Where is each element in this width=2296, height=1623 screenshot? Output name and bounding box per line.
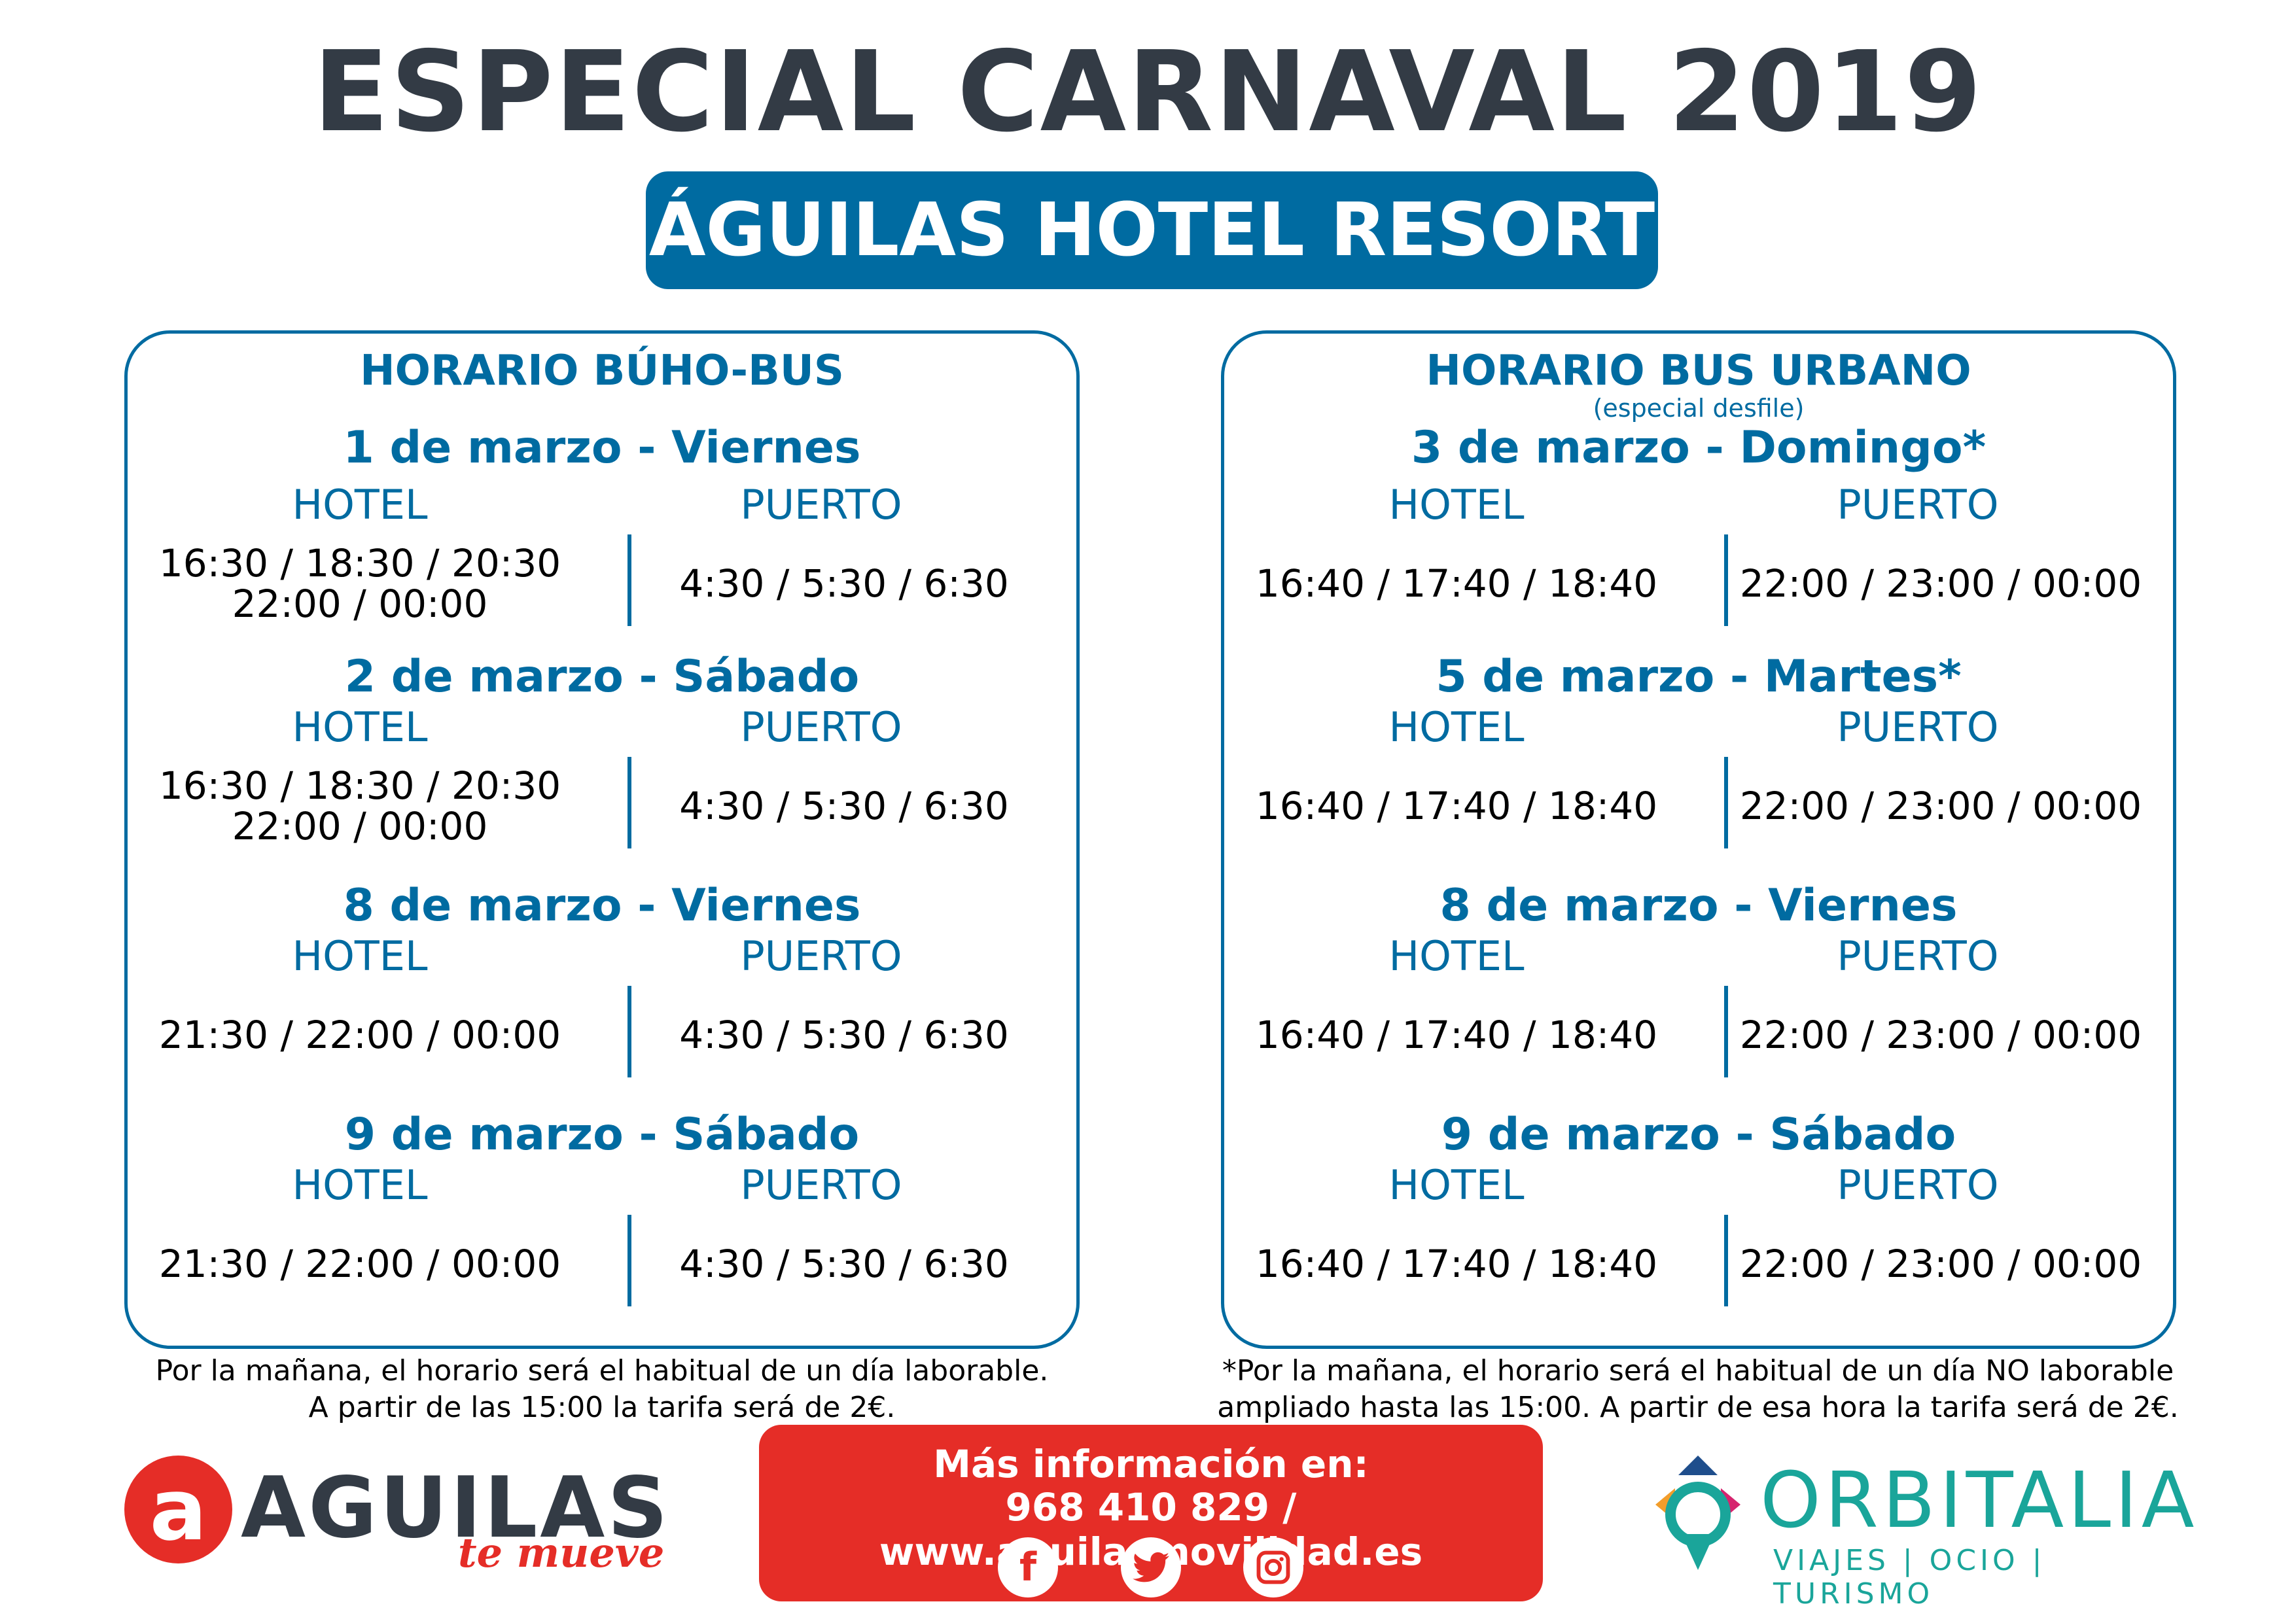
puerto-times: 4:30 / 5:30 / 6:30: [679, 1242, 1009, 1286]
column-divider: [627, 1215, 631, 1306]
orbitalia-tagline: VIAJES | OCIO | TURISMO: [1773, 1544, 2046, 1611]
day-title: 5 de marzo - Martes*: [1436, 651, 1962, 703]
hotel-label: HOTEL: [292, 932, 428, 980]
puerto-label: PUERTO: [740, 703, 902, 751]
hotel-times: 16:30 / 18:30 / 20:30 22:00 / 00:00: [158, 763, 561, 848]
day-title: 2 de marzo - Sábado: [344, 651, 860, 703]
hotel-times: 16:30 / 18:30 / 20:30 22:00 / 00:00: [158, 541, 561, 626]
day-title: 3 de marzo - Domingo*: [1411, 422, 1987, 474]
right-footnote: *Por la mañana, el horario será el habit…: [1178, 1353, 2218, 1426]
aguilas-tagline: te mueve: [458, 1529, 665, 1577]
hotel-times: 16:40 / 17:40 / 18:40: [1255, 784, 1658, 828]
puerto-times: 4:30 / 5:30 / 6:30: [679, 1013, 1009, 1057]
day-title: 1 de marzo - Viernes: [343, 422, 861, 474]
column-divider: [1724, 986, 1728, 1077]
puerto-label: PUERTO: [740, 932, 902, 980]
bus-urbano-panel: HORARIO BUS URBANO (especial desfile) 3 …: [1221, 330, 2176, 1349]
footnote-line: A partir de las 15:00 la tarifa será de …: [308, 1391, 896, 1424]
puerto-label: PUERTO: [1837, 932, 1999, 980]
footnote-line: *Por la mañana, el horario será el habit…: [1222, 1354, 2174, 1387]
puerto-label: PUERTO: [1837, 703, 1999, 751]
aguilas-logo: a AGUILAS te mueve: [124, 1456, 668, 1586]
puerto-times: 22:00 / 23:00 / 00:00: [1739, 1013, 2142, 1057]
hotel-label: HOTEL: [1388, 932, 1525, 980]
left-footnote: Por la mañana, el horario será el habitu…: [111, 1353, 1093, 1426]
day-title: 8 de marzo - Viernes: [343, 880, 861, 932]
day-title: 8 de marzo - Viernes: [1439, 880, 1958, 932]
subtitle-banner: ÁGUILAS HOTEL RESORT: [646, 171, 1658, 289]
footnote-line: Por la mañana, el horario será el habitu…: [155, 1354, 1049, 1387]
schedule-day: 8 de marzo - Viernes HOTEL PUERTO 21:30 …: [128, 873, 1076, 1089]
info-heading: Más información en:: [933, 1442, 1369, 1486]
day-title: 9 de marzo - Sábado: [344, 1109, 860, 1161]
panel-note: (especial desfile): [1593, 394, 1805, 423]
puerto-label: PUERTO: [740, 481, 902, 529]
subtitle-text: ÁGUILAS HOTEL RESORT: [648, 188, 1655, 273]
schedule-day: 8 de marzo - Viernes HOTEL PUERTO 16:40 …: [1224, 873, 2173, 1089]
puerto-label: PUERTO: [740, 1161, 902, 1209]
column-divider: [1724, 1215, 1728, 1306]
panel-title: HORARIO BÚHO-BUS: [360, 347, 844, 395]
instagram-icon[interactable]: [1243, 1537, 1303, 1597]
column-divider: [1724, 534, 1728, 626]
column-divider: [627, 534, 631, 626]
aguilas-mark-icon: a: [124, 1456, 232, 1563]
hotel-label: HOTEL: [1388, 703, 1525, 751]
schedule-day: 3 de marzo - Domingo* HOTEL PUERTO 16:40…: [1224, 415, 2173, 638]
hotel-times: 16:40 / 17:40 / 18:40: [1255, 1013, 1658, 1057]
hotel-label: HOTEL: [1388, 481, 1525, 529]
column-divider: [1724, 757, 1728, 848]
schedule-day: 5 de marzo - Martes* HOTEL PUERTO 16:40 …: [1224, 644, 2173, 860]
puerto-times: 4:30 / 5:30 / 6:30: [679, 784, 1009, 828]
schedule-day: 1 de marzo - Viernes HOTEL PUERTO 16:30 …: [128, 415, 1076, 638]
poster-title: ESPECIAL CARNAVAL 2019: [313, 27, 1983, 157]
hotel-label: HOTEL: [1388, 1161, 1525, 1209]
puerto-times: 22:00 / 23:00 / 00:00: [1739, 1242, 2142, 1286]
orbitalia-logo: ORBITALIA VIAJES | OCIO | TURISMO: [1636, 1446, 2195, 1611]
hotel-times: 16:40 / 17:40 / 18:40: [1255, 561, 1658, 606]
puerto-label: PUERTO: [1837, 1161, 1999, 1209]
hotel-times: 16:40 / 17:40 / 18:40: [1255, 1242, 1658, 1286]
twitter-icon[interactable]: [1121, 1537, 1181, 1597]
facebook-icon[interactable]: f: [998, 1537, 1058, 1597]
column-divider: [627, 757, 631, 848]
buho-bus-panel: HORARIO BÚHO-BUS 1 de marzo - Viernes HO…: [124, 330, 1080, 1349]
schedule-day: 2 de marzo - Sábado HOTEL PUERTO 16:30 /…: [128, 644, 1076, 860]
footnote-line: ampliado hasta las 15:00. A partir de es…: [1217, 1391, 2179, 1424]
puerto-times: 22:00 / 23:00 / 00:00: [1739, 561, 2142, 606]
puerto-label: PUERTO: [1837, 481, 1999, 529]
column-divider: [627, 986, 631, 1077]
puerto-times: 4:30 / 5:30 / 6:30: [679, 561, 1009, 606]
schedule-day: 9 de marzo - Sábado HOTEL PUERTO 16:40 /…: [1224, 1102, 2173, 1318]
hotel-times: 21:30 / 22:00 / 00:00: [158, 1013, 561, 1057]
aguilas-wordmark: AGUILAS: [241, 1459, 671, 1557]
panel-title: HORARIO BUS URBANO: [1426, 347, 1971, 395]
schedule-day: 9 de marzo - Sábado HOTEL PUERTO 21:30 /…: [128, 1102, 1076, 1318]
info-box: Más información en: 968 410 829 / www.ag…: [759, 1425, 1543, 1601]
hotel-label: HOTEL: [292, 1161, 428, 1209]
puerto-times: 22:00 / 23:00 / 00:00: [1739, 784, 2142, 828]
hotel-times: 21:30 / 22:00 / 00:00: [158, 1242, 561, 1286]
hotel-label: HOTEL: [292, 481, 428, 529]
orbitalia-pin-icon: [1655, 1456, 1740, 1570]
orbitalia-wordmark: ORBITALIA: [1760, 1455, 2199, 1545]
hotel-label: HOTEL: [292, 703, 428, 751]
day-title: 9 de marzo - Sábado: [1441, 1109, 1956, 1161]
